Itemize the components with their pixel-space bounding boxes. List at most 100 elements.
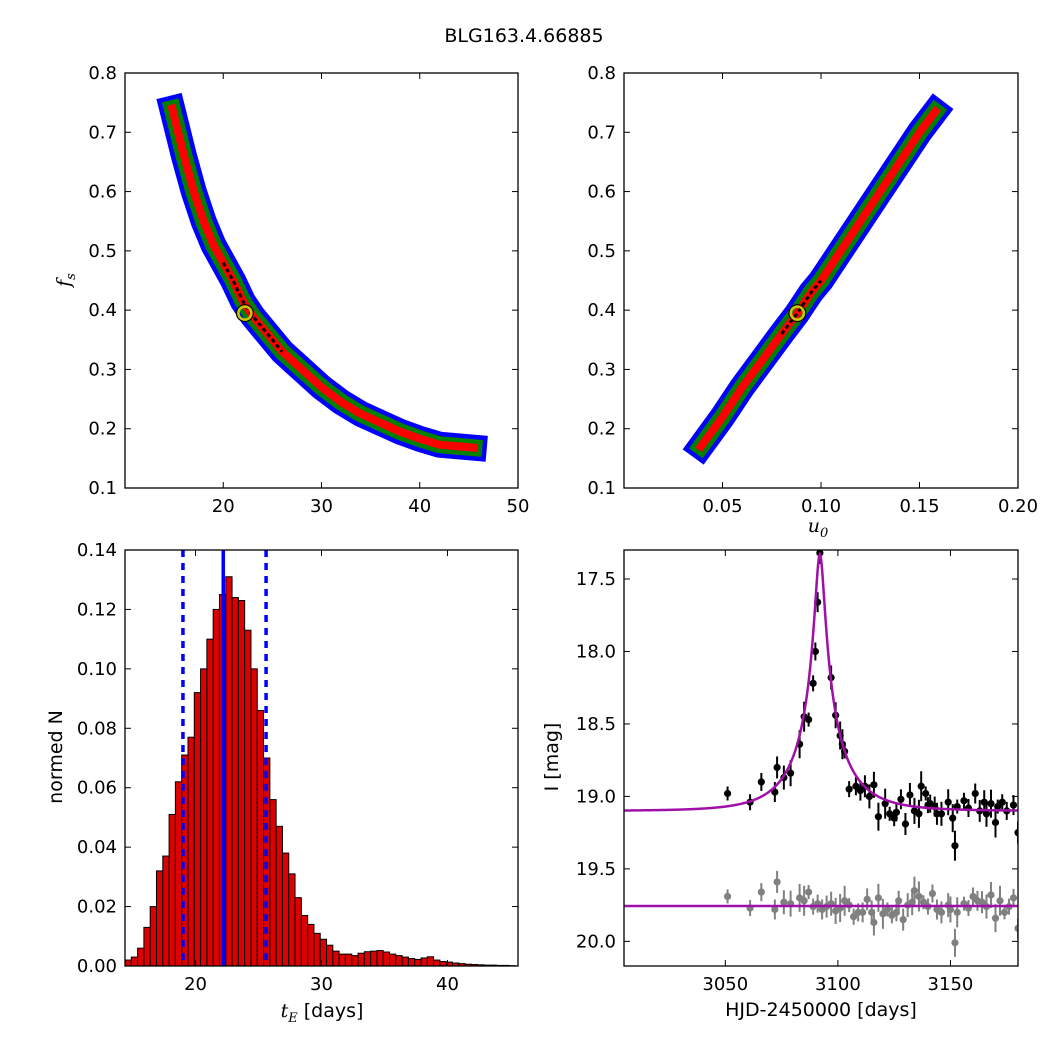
series1-point xyxy=(879,910,887,918)
histogram-bar xyxy=(193,692,202,966)
series1-point xyxy=(859,908,867,916)
panel1-ytick-label: 0.5 xyxy=(587,241,616,262)
panel1-xtick-label: 0.10 xyxy=(801,496,841,517)
series1-point xyxy=(987,891,995,899)
panel0-xtick-label: 50 xyxy=(507,496,530,517)
series1-point xyxy=(969,892,977,901)
series0-point xyxy=(805,715,813,724)
histogram-bar xyxy=(363,951,372,966)
panel1-xtick-label: 0.05 xyxy=(702,496,742,517)
panel2-ytick-label: 0.12 xyxy=(77,599,117,620)
series0-point xyxy=(1014,829,1018,837)
panel0-ytick-label: 0.1 xyxy=(88,478,117,499)
series1-point xyxy=(1009,894,1018,902)
panel0-frame xyxy=(124,72,519,489)
series1-point xyxy=(773,878,781,886)
series1-point xyxy=(850,913,858,921)
histogram-bar xyxy=(370,950,378,966)
panel3-frame xyxy=(623,549,1019,967)
panel-fs-vs-u0: 0.05 0.10 0.15 0.20 0.1 0.2 0.3 0.4 0.5 0.6 0.7 0.8 xyxy=(587,63,1038,517)
series0-point xyxy=(852,782,860,790)
histogram-bar xyxy=(414,958,422,966)
series1-point xyxy=(953,908,961,916)
histogram-bar xyxy=(149,906,157,966)
series1-point xyxy=(771,905,779,914)
panel1-ytick-label: 0.4 xyxy=(587,300,616,321)
series0-point xyxy=(723,789,732,798)
series0-point xyxy=(811,647,819,656)
panel2-xtick-label: 40 xyxy=(436,974,459,995)
panel0-best-fit-marker xyxy=(237,305,253,321)
histogram-bar xyxy=(344,953,353,966)
series1-point xyxy=(991,914,1000,922)
panel0-xtick-label: 40 xyxy=(408,496,431,517)
histogram-bar xyxy=(407,958,416,966)
figure-title: BLG163.4.66885 xyxy=(444,25,603,47)
panel0-ytick-label: 0.3 xyxy=(88,359,117,380)
panel3-ytick-label: 19.0 xyxy=(576,786,616,807)
histogram-bar xyxy=(168,813,176,966)
panel2-ytick-label: 0.06 xyxy=(77,778,117,799)
series1-point xyxy=(1000,908,1009,916)
series0-point xyxy=(991,818,1000,827)
series1-point xyxy=(780,898,788,906)
histogram-bar xyxy=(244,629,252,966)
series0-point xyxy=(773,763,781,772)
panel3-ytick-label: 18.0 xyxy=(576,641,616,662)
series1-point xyxy=(757,888,765,896)
histogram-bar xyxy=(332,950,340,966)
series0-point xyxy=(960,797,968,805)
panel3-xtick-label: 3150 xyxy=(928,974,974,995)
series0-point xyxy=(951,842,959,850)
panel3-xlabel: HJD-2450000 [days] xyxy=(725,999,917,1021)
series0-point xyxy=(897,795,905,803)
panel1-ytick-label: 0.3 xyxy=(587,359,616,380)
panel3-xtick-label: 3100 xyxy=(815,974,861,995)
histogram-bar xyxy=(420,957,428,966)
series0-point xyxy=(998,798,1006,806)
series0-point xyxy=(915,810,923,818)
panel-fs-vs-te: 20 30 40 50 0.1 0.2 0.3 0.4 0.5 0.6 0.7 0.8 xyxy=(88,63,529,517)
clip1-group xyxy=(682,93,954,465)
series1-point xyxy=(919,898,928,906)
series1-point xyxy=(946,905,955,914)
series1-point xyxy=(910,887,919,895)
series1-point xyxy=(870,918,878,927)
series0-point xyxy=(856,787,865,795)
histogram-bar xyxy=(187,736,195,966)
series0-point xyxy=(901,820,910,828)
histogram-bar xyxy=(206,638,214,966)
panel3-ytick-label: 19.5 xyxy=(576,859,616,880)
histogram-bar xyxy=(130,956,139,966)
panel0-ytick-label: 0.8 xyxy=(88,63,117,84)
panel2-ytick-label: 0.00 xyxy=(77,956,117,977)
panel0-xtick-label: 20 xyxy=(212,496,235,517)
histogram-bar xyxy=(275,825,283,966)
panel0-ytick-label: 0.4 xyxy=(88,300,117,321)
panel1-ytick-label: 0.6 xyxy=(587,182,616,203)
histogram-bar xyxy=(250,668,258,966)
series0-point xyxy=(982,810,991,818)
series1-point xyxy=(1014,924,1018,932)
panel0-ytick-label: 0.2 xyxy=(88,419,117,440)
histogram-bar xyxy=(162,855,170,966)
series0-point xyxy=(944,798,952,806)
panel1-frame xyxy=(623,72,1019,489)
series1-point xyxy=(805,888,813,896)
panel-light-curve: 3050 3100 3150 17.5 18.0 18.5 19.0 19.5 20.0 xyxy=(576,549,1019,995)
histogram-bar xyxy=(225,576,233,966)
series0-point xyxy=(757,778,765,786)
panel1-black-core xyxy=(780,279,823,335)
panel3-ytick-label: 20.0 xyxy=(576,931,616,952)
series0-point xyxy=(892,808,901,816)
panel0-ytick-label: 0.6 xyxy=(88,182,117,203)
panel2-xtick-label: 20 xyxy=(184,974,207,995)
histogram-bar xyxy=(212,608,220,966)
panel0-ylabel: fs xyxy=(53,273,79,289)
panel2-ytick-label: 0.14 xyxy=(77,540,117,561)
series0-point xyxy=(906,791,914,799)
panel2-xtick-label: 30 xyxy=(310,974,333,995)
histogram-bar xyxy=(231,597,239,966)
series0-point xyxy=(922,789,930,798)
